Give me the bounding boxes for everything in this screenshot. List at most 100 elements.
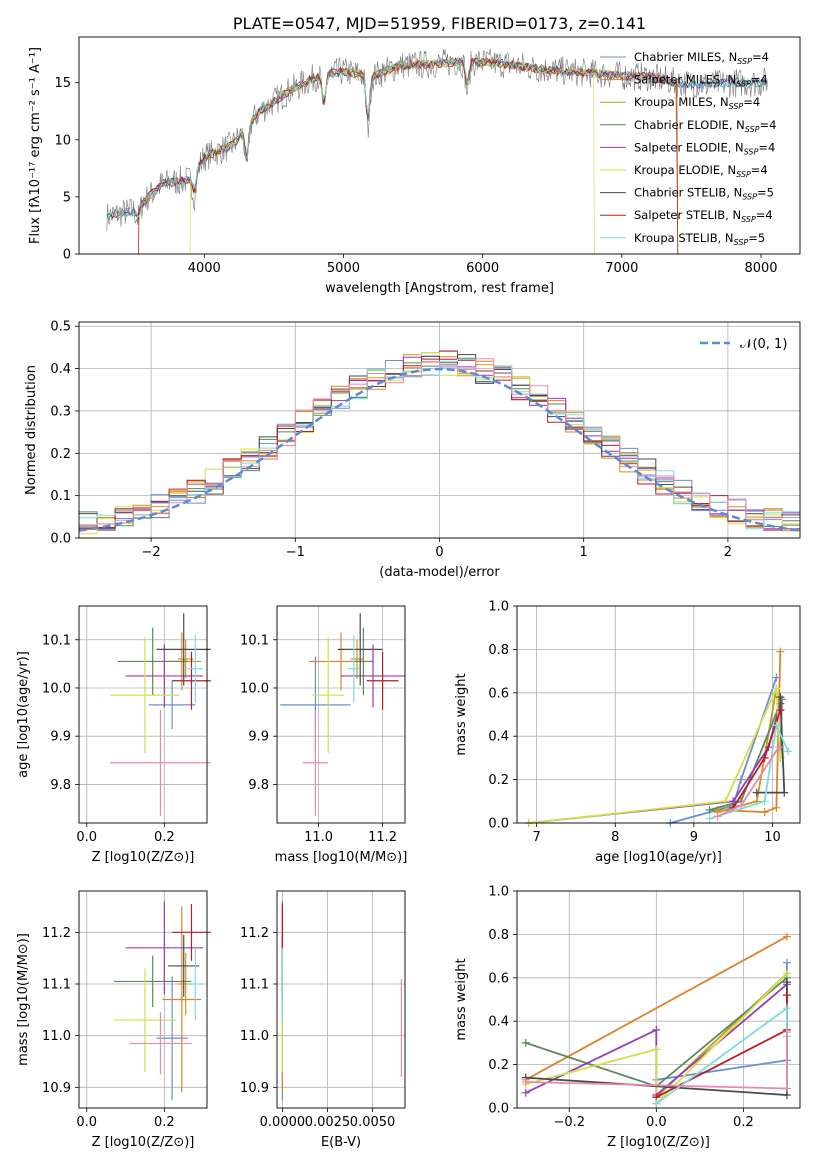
y-axis-label: age [log10(age/yr)] [16,651,31,778]
x-tick-label: −1 [286,545,305,560]
y-tick-label: 0.4 [488,730,509,745]
x-tick-label: 11.2 [368,830,397,845]
y-tick-label: 0.8 [488,643,509,658]
weight-marker [760,808,769,817]
x-tick-label: 7 [533,830,541,845]
legend-entry: Kroupa STELIB, NSSP=5 [634,231,765,247]
x-tick-label: 2 [724,545,732,560]
weight-series-line [525,972,788,1106]
y-tick-label: 0 [63,248,71,263]
legend-entry: Chabrier STELIB, NSSP=5 [634,186,774,202]
axes-frame [78,890,208,1109]
legend-entry: Salpeter MILES, NSSP=4 [634,73,768,89]
weight-marker [652,1045,661,1054]
x-tick-label: −2 [142,545,161,560]
legend-value: =5 [757,186,774,200]
y-tick-label: 0.1 [50,489,71,504]
weight-marker [652,1099,661,1108]
x-tick-label: 0.2 [154,830,175,845]
legend-entry: Chabrier MILES, NSSP=4 [634,50,769,66]
y-tick-label: 0.5 [50,320,71,335]
y-tick-label: 11.1 [42,978,71,993]
weight-marker [774,743,783,752]
y-tick-label: 1.0 [488,600,509,615]
y-tick-label: 5 [63,190,71,205]
x-tick-label: 4000 [188,261,221,276]
legend-subscript: SSP [745,125,760,134]
weight-marker [782,991,791,1000]
y-tick-label: 10.1 [240,633,269,648]
x-tick-label: 0.0025 [305,1115,351,1130]
legend-value: =4 [751,73,768,87]
weight-marker [521,1088,530,1097]
y-tick-label: 9.8 [50,778,71,793]
weight-marker [737,775,746,784]
legend-value: =5 [748,231,765,245]
axes-frame [276,890,406,1109]
y-tick-label: 10.1 [42,633,71,648]
weight-series-line [655,1006,788,1105]
weight-marker [752,788,761,797]
weight-marker [776,647,785,656]
model-spectrum-line [189,56,595,255]
y-tick-label: 0.4 [50,362,71,377]
weight-marker [772,803,781,812]
weight-marker [782,1004,791,1013]
x-tick-label: 10 [764,830,781,845]
weight-marker [776,693,785,702]
y-tick-label: 0.2 [488,773,509,788]
x-tick-label: 0.0050 [350,1115,396,1130]
axes-frame [276,605,406,824]
legend-value: =4 [752,50,769,64]
x-tick-label: −0.2 [553,1115,585,1130]
y-tick-label: 11.2 [42,926,71,941]
weight-series-line [717,651,782,814]
weight-marker [784,747,793,756]
y-tick-label: 11.0 [240,1029,269,1044]
x-tick-label: 1 [580,545,588,560]
y-tick-label: 10 [54,133,71,148]
y-axis-label: mass weight [454,673,469,755]
y-tick-label: 10.0 [42,681,71,696]
legend-entry: Chabrier ELODIE, NSSP=4 [634,118,776,134]
x-axis-label: (data-model)/error [379,565,500,580]
y-tick-label: 0.6 [488,686,509,701]
weight-marker [760,797,769,806]
x-tick-label: 7000 [605,261,638,276]
y-tick-label: 9.9 [50,730,71,745]
x-axis-label: Z [log10(Z/Z⊙)] [607,1135,710,1150]
weight-marker [721,797,730,806]
legend-subscript: SSP [736,80,751,89]
y-tick-label: 10.9 [240,1081,269,1096]
x-tick-label: 0.2 [733,1115,754,1130]
gaussian-curve [78,367,801,532]
legend-entry: Salpeter STELIB, NSSP=4 [634,208,773,224]
legend-value: =4 [751,163,768,177]
legend-entry: Kroupa MILES, NSSP=4 [634,95,760,111]
y-tick-label: 11.0 [42,1029,71,1044]
weight-marker [713,812,722,821]
y-tick-label: 0.0 [50,532,71,547]
x-tick-label: 0 [435,545,443,560]
weight-marker [760,753,769,762]
y-tick-label: 15 [54,76,71,91]
legend-value: =4 [760,118,777,132]
y-tick-label: 0.2 [50,447,71,462]
x-tick-label: 6000 [466,261,499,276]
x-tick-label: 0.0 [76,1115,97,1130]
weight-marker [521,1038,530,1047]
weight-marker [782,958,791,967]
axes-frame [78,36,801,255]
legend-value: =4 [756,208,773,222]
x-axis-label: mass [log10(M/M⊙)] [275,850,408,865]
weight-series-line [709,722,790,820]
weight-marker [652,1025,661,1034]
legend-subscript: SSP [734,238,749,247]
x-axis-label: E(B-V) [321,1135,361,1150]
y-tick-label: 11.2 [240,926,269,941]
y-tick-label: 0.2 [488,1058,509,1073]
x-tick-label: 0.0 [646,1115,667,1130]
x-tick-label: 8000 [744,261,777,276]
legend-subscript: SSP [729,102,744,111]
